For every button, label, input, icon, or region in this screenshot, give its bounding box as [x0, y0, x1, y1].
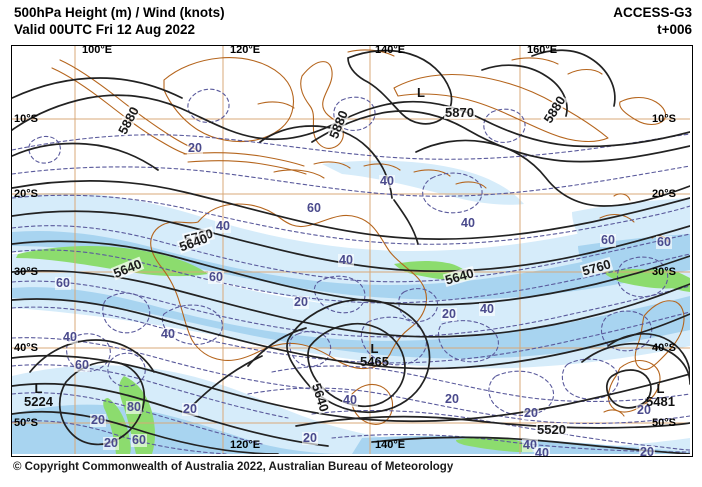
header-right: ACCESS-G3 t+006 — [613, 4, 692, 38]
wind-speed-label: 40 — [338, 253, 354, 267]
height-contour-label: 5520 — [536, 422, 567, 437]
wind-speed-label: 40 — [62, 330, 78, 344]
copyright-notice: © Copyright Commonwealth of Australia 20… — [13, 461, 454, 473]
wind-speed-label: 20 — [187, 141, 203, 155]
lon-label-top-100e: 100°E — [82, 45, 113, 56]
wind-speed-label: 40 — [522, 438, 538, 452]
lon-label-bottom-140e: 140°E — [375, 439, 406, 451]
wind-speed-label: 40 — [342, 393, 358, 407]
wind-speed-label: 40 — [534, 447, 550, 456]
wind-speed-label: 20 — [182, 402, 198, 416]
wind-speed-label: 60 — [656, 235, 672, 249]
lon-label-top-160e: 160°E — [527, 45, 558, 56]
wind-speed-label: 60 — [600, 233, 616, 247]
wind-speed-label: 60 — [55, 276, 71, 290]
wind-speed-label: 40 — [215, 219, 231, 233]
low-marker: L — [34, 381, 43, 396]
lat-label-right-20s: 20°S — [652, 188, 676, 200]
wind-speed-label: 40 — [379, 174, 395, 188]
wind-speed-label: 20 — [441, 307, 457, 321]
valid-time: Valid 00UTC Fri 12 Aug 2022 — [14, 22, 196, 37]
lead-time: t+006 — [657, 22, 692, 37]
page-title: 500hPa Height (m) / Wind (knots) — [14, 5, 225, 20]
wind-speed-label: 40 — [460, 216, 476, 230]
height-contour-label: 5870 — [444, 105, 475, 120]
lat-label-right-50s: 50°S — [652, 417, 676, 429]
wind-speed-label: 20 — [444, 392, 460, 406]
lon-label-top-120e: 120°E — [230, 45, 261, 56]
wind-speed-label: 40 — [479, 302, 495, 316]
low-centre: L 5224 — [24, 382, 53, 408]
low-centre: L — [417, 86, 425, 99]
wind-speed-label: 60 — [306, 201, 322, 215]
lat-label-left-40s: 40°S — [14, 342, 38, 354]
model-name: ACCESS-G3 — [613, 5, 692, 20]
graticule-layer — [12, 46, 690, 454]
low-value: 5481 — [646, 394, 675, 409]
lat-label-right-30s: 30°S — [652, 266, 676, 278]
wind-speed-label: 20 — [639, 445, 655, 457]
chart-header: 500hPa Height (m) / Wind (knots) Valid 0… — [0, 0, 702, 44]
low-marker: L — [417, 85, 425, 100]
low-marker: L — [370, 341, 379, 356]
wind-speed-label: 20 — [293, 295, 309, 309]
wind-speed-label: 60 — [131, 433, 147, 447]
lat-label-left-20s: 20°S — [14, 188, 38, 200]
lat-label-left-30s: 30°S — [14, 266, 38, 278]
map-canvas: 100°E 120°E 140°E 160°E 120°E 140°E 10°S… — [12, 45, 690, 457]
lat-label-left-10s: 10°S — [14, 113, 38, 125]
lat-label-right-10s: 10°S — [652, 113, 676, 125]
lon-label-bottom-120e: 120°E — [230, 439, 261, 451]
weather-map[interactable]: 100°E 120°E 140°E 160°E 120°E 140°E 10°S… — [11, 45, 693, 457]
wind-speed-label: 40 — [160, 327, 176, 341]
low-centre: L 5481 — [646, 382, 675, 408]
height-contour-layer — [12, 49, 690, 454]
wind-speed-label: 20 — [103, 436, 119, 450]
low-value: 5224 — [24, 394, 53, 409]
wind-speed-label: 20 — [523, 406, 539, 420]
wind-speed-label: 20 — [302, 431, 318, 445]
wind-speed-label: 60 — [74, 358, 90, 372]
low-marker: L — [656, 381, 665, 396]
wind-speed-label: 80 — [126, 400, 142, 414]
lat-label-left-50s: 50°S — [14, 417, 38, 429]
header-left: 500hPa Height (m) / Wind (knots) Valid 0… — [14, 4, 225, 38]
low-value: 5465 — [360, 354, 389, 369]
wind-speed-label: 20 — [90, 413, 106, 427]
low-centre: L 5465 — [360, 342, 389, 368]
wind-speed-label: 20 — [636, 403, 652, 417]
lon-label-top-140e: 140°E — [375, 45, 406, 56]
wind-speed-label: 60 — [208, 270, 224, 284]
lat-label-right-40s: 40°S — [652, 342, 676, 354]
